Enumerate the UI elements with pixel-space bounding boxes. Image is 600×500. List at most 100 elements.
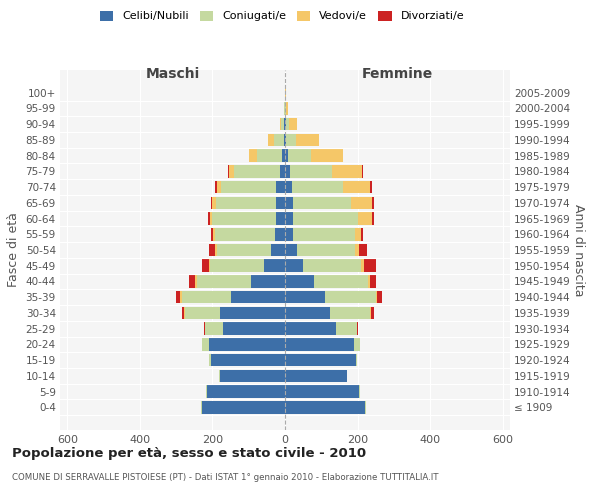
Bar	[285, 196, 293, 209]
Bar	[371, 306, 374, 319]
Bar	[354, 338, 361, 350]
Bar	[208, 212, 210, 225]
Bar	[209, 338, 285, 350]
Bar	[276, 212, 285, 225]
Legend: Celibi/Nubili, Coniugati/e, Vedovi/e, Divorziati/e: Celibi/Nubili, Coniugati/e, Vedovi/e, Di…	[100, 10, 464, 22]
Bar	[276, 196, 285, 209]
Bar	[215, 228, 275, 240]
Bar	[216, 196, 276, 209]
Bar	[285, 181, 292, 194]
Bar	[358, 212, 372, 225]
Bar	[286, 118, 289, 130]
Bar	[285, 260, 303, 272]
Bar	[212, 212, 276, 225]
Bar	[281, 118, 284, 130]
Bar	[210, 212, 212, 225]
Bar	[296, 134, 319, 146]
Bar	[296, 244, 355, 256]
Bar	[189, 275, 196, 288]
Bar	[355, 228, 361, 240]
Bar	[182, 291, 230, 304]
Bar	[257, 150, 282, 162]
Bar	[359, 244, 367, 256]
Bar	[227, 165, 229, 177]
Bar	[211, 354, 285, 366]
Bar	[275, 228, 285, 240]
Bar	[223, 322, 285, 335]
Bar	[285, 228, 293, 240]
Bar	[176, 291, 181, 304]
Bar	[274, 134, 284, 146]
Bar	[211, 228, 213, 240]
Bar	[264, 260, 285, 272]
Bar	[377, 291, 382, 304]
Bar	[285, 150, 288, 162]
Y-axis label: Anni di nascita: Anni di nascita	[572, 204, 585, 296]
Bar	[280, 165, 285, 177]
Bar	[285, 354, 356, 366]
Text: Femmine: Femmine	[362, 67, 433, 81]
Bar	[219, 370, 220, 382]
Bar	[325, 291, 376, 304]
Text: COMUNE DI SERRAVALLE PISTOIESE (PT) - Dati ISTAT 1° gennaio 2010 - Elaborazione : COMUNE DI SERRAVALLE PISTOIESE (PT) - Da…	[12, 472, 439, 482]
Bar	[284, 118, 285, 130]
Bar	[209, 354, 211, 366]
Bar	[207, 386, 285, 398]
Bar	[285, 165, 290, 177]
Bar	[234, 165, 280, 177]
Bar	[249, 150, 257, 162]
Bar	[370, 275, 376, 288]
Bar	[376, 291, 377, 304]
Bar	[282, 150, 285, 162]
Bar	[359, 386, 360, 398]
Bar	[268, 134, 274, 146]
Bar	[196, 275, 197, 288]
Bar	[209, 244, 215, 256]
Bar	[343, 181, 370, 194]
Bar	[286, 102, 287, 115]
Bar	[215, 181, 217, 194]
Bar	[182, 306, 184, 319]
Bar	[215, 244, 217, 256]
Bar	[370, 181, 372, 194]
Bar	[285, 370, 347, 382]
Bar	[285, 401, 365, 413]
Bar	[288, 150, 311, 162]
Bar	[361, 260, 364, 272]
Bar	[181, 291, 182, 304]
Text: Popolazione per età, sesso e stato civile - 2010: Popolazione per età, sesso e stato civil…	[12, 448, 366, 460]
Y-axis label: Fasce di età: Fasce di età	[7, 212, 20, 288]
Bar	[314, 275, 368, 288]
Bar	[361, 228, 362, 240]
Bar	[293, 212, 358, 225]
Bar	[229, 165, 234, 177]
Bar	[217, 181, 221, 194]
Bar	[357, 322, 358, 335]
Bar	[285, 338, 354, 350]
Bar	[202, 338, 209, 350]
Bar	[280, 118, 281, 130]
Bar	[212, 196, 216, 209]
Bar	[202, 260, 209, 272]
Bar	[230, 291, 285, 304]
Bar	[202, 401, 285, 413]
Bar	[201, 401, 202, 413]
Bar	[285, 386, 359, 398]
Bar	[364, 260, 376, 272]
Bar	[220, 370, 285, 382]
Bar	[285, 118, 286, 130]
Bar	[293, 196, 351, 209]
Text: Maschi: Maschi	[145, 67, 200, 81]
Bar	[184, 306, 185, 319]
Bar	[205, 322, 223, 335]
Bar	[251, 275, 285, 288]
Bar	[372, 212, 374, 225]
Bar	[293, 228, 355, 240]
Bar	[356, 354, 357, 366]
Bar	[206, 386, 207, 398]
Bar	[285, 134, 286, 146]
Bar	[285, 291, 325, 304]
Bar	[355, 244, 359, 256]
Bar	[372, 196, 374, 209]
Bar	[332, 165, 362, 177]
